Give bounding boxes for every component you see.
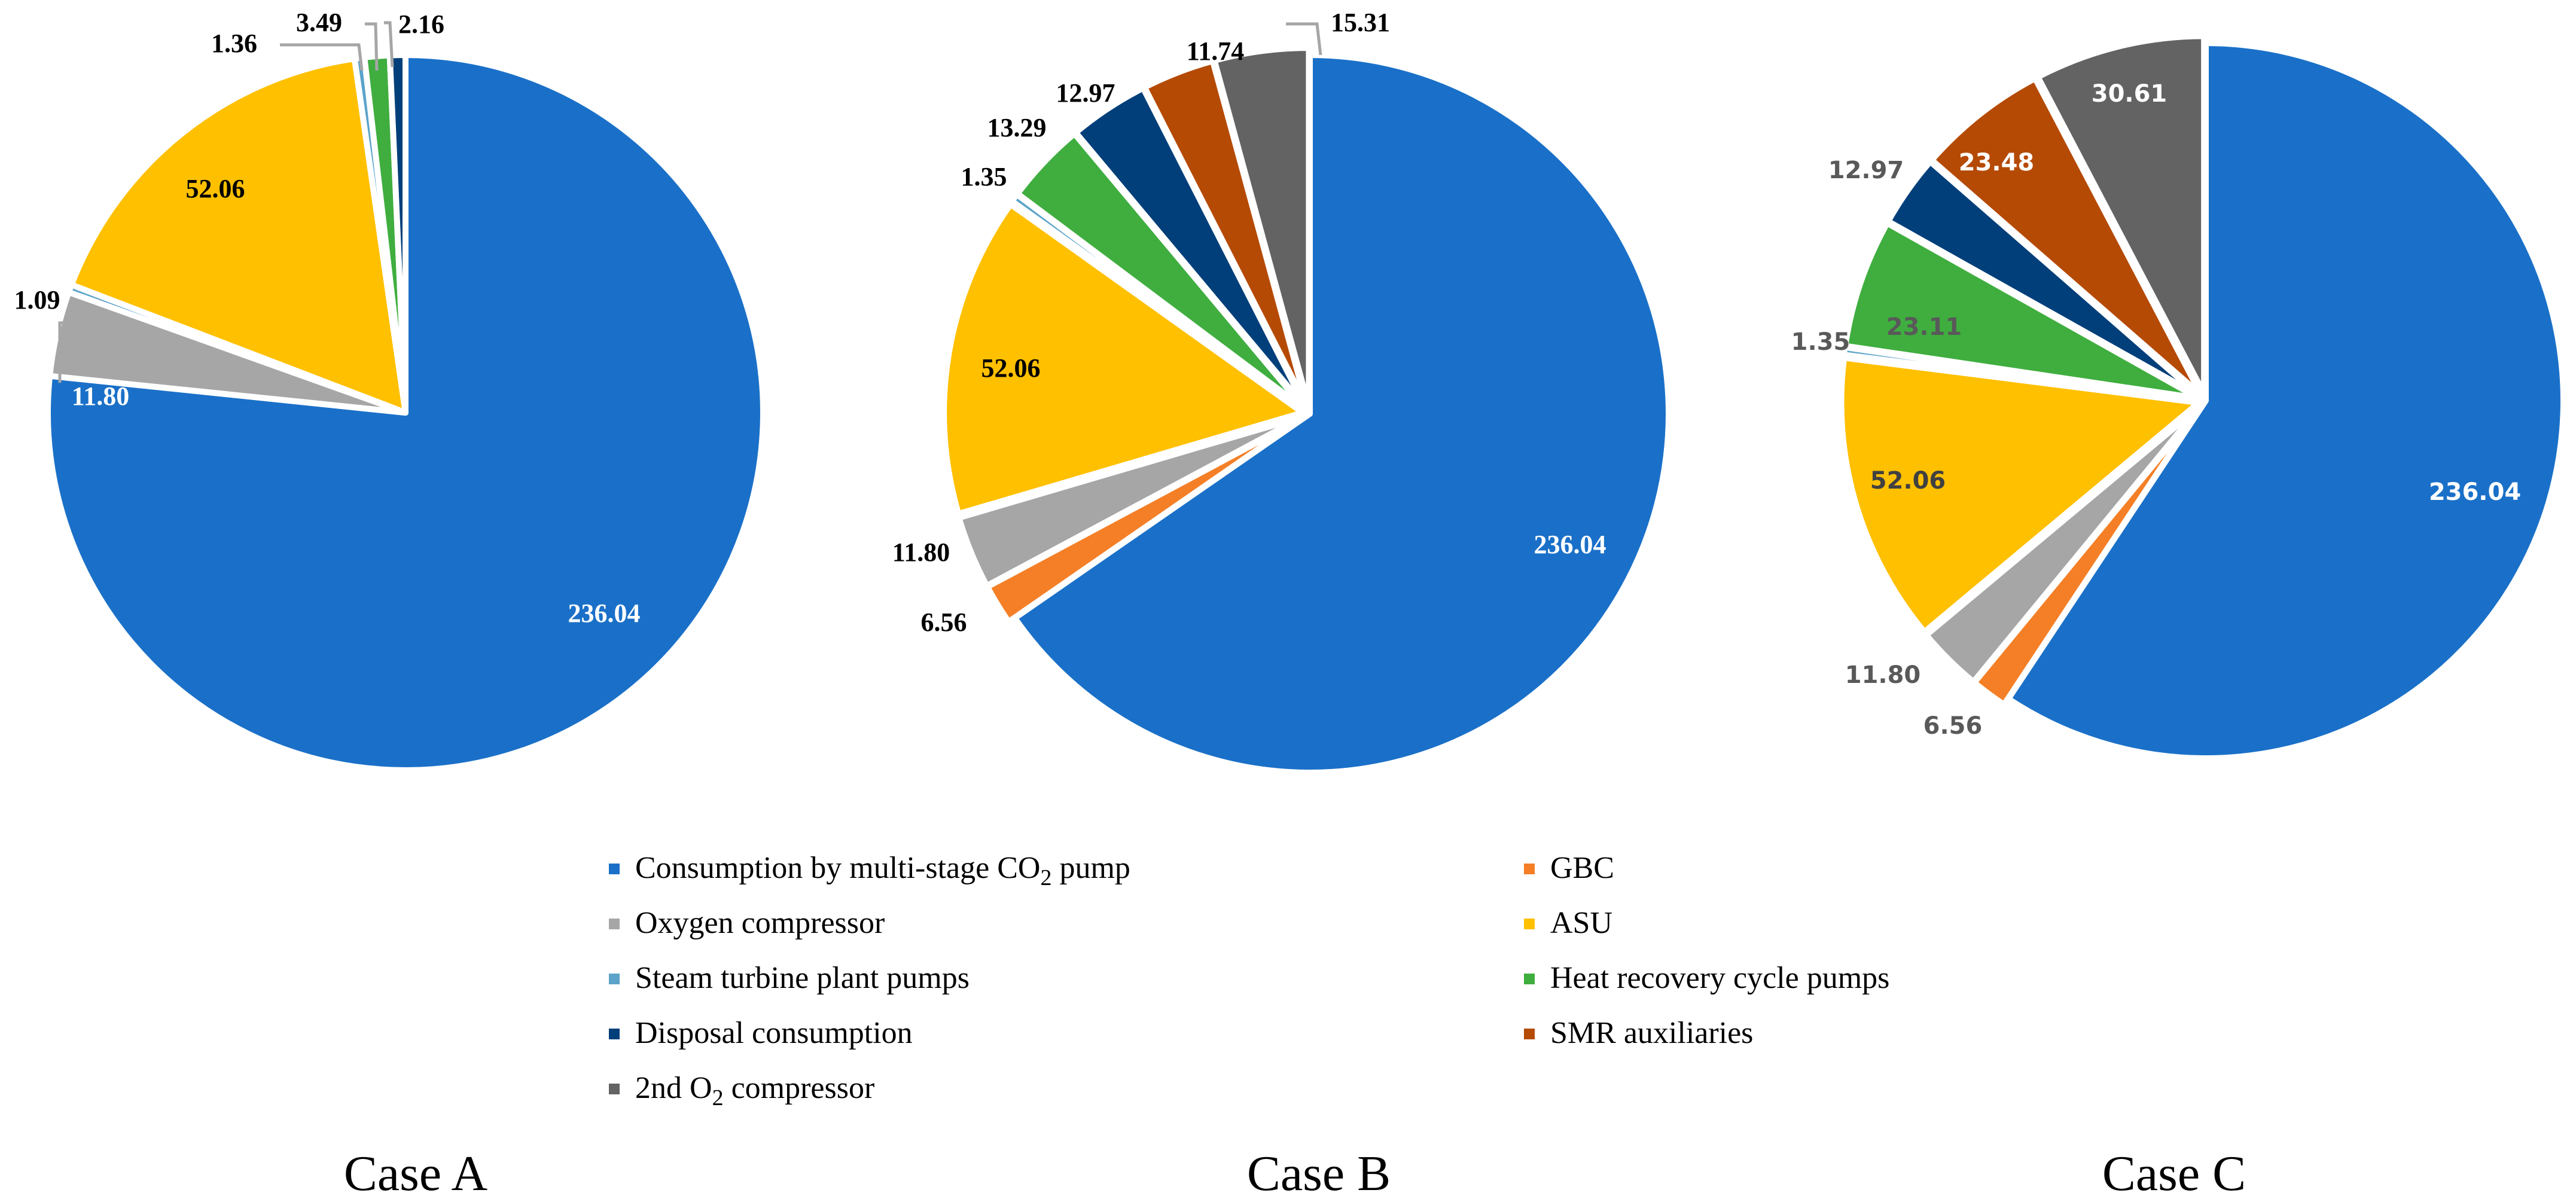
case-a-title: Case A — [344, 1146, 488, 1201]
legend-swatch — [1524, 974, 1535, 984]
pie-slice-asu — [68, 56, 408, 416]
data-label: 11.74 — [1187, 36, 1245, 66]
legend-swatch — [1524, 864, 1535, 874]
leader-line — [58, 321, 65, 383]
pie-slice-consumption-by-multi-stage-co2-pump — [45, 52, 766, 773]
data-label: 11.80 — [72, 382, 130, 411]
data-label: 6.56 — [1923, 712, 1983, 740]
legend-swatch — [1524, 1029, 1535, 1039]
leader-line — [365, 22, 379, 71]
legend-label: Steam turbine plant pumps — [635, 961, 970, 995]
data-label: 11.80 — [892, 538, 950, 567]
data-label: 15.31 — [1331, 8, 1390, 37]
legend-label: Disposal consumption — [635, 1016, 913, 1050]
data-label: 52.06 — [1870, 467, 1946, 495]
data-label: 52.06 — [981, 353, 1041, 383]
data-label: 1.35 — [961, 162, 1007, 191]
pie-chart-case-b: 236.04 6.56 11.80 52.06 1.35 13.29 12.97 11.74 1… — [892, 8, 1672, 1201]
legend-swatch — [609, 1029, 620, 1039]
legend-label: Heat recovery cycle pumps — [1550, 961, 1889, 995]
legend-label: Consumption by multi-stage CO2 pump — [635, 851, 1130, 890]
data-label: 236.04 — [568, 599, 641, 628]
pie-slice-heat-recovery-cycle-pumps — [1842, 220, 2202, 402]
data-label: 236.04 — [2429, 478, 2521, 506]
data-label: 30.61 — [2092, 80, 2168, 108]
data-label: 3.49 — [296, 8, 342, 37]
data-label: 23.48 — [1959, 149, 2035, 176]
pie-slice-oxygen-compressor — [1923, 402, 2204, 685]
pie-slice-consumption-by-multi-stage-co2-pump — [1011, 52, 1672, 776]
legend-label: GBC — [1550, 851, 1614, 885]
data-label: 23.11 — [1886, 313, 1962, 341]
pie-chart-case-a: 236.04 11.80 1.09 52.06 1.36 3.49 2.16 Case A — [14, 8, 766, 1201]
data-label: 11.80 — [1845, 661, 1921, 689]
legend: Consumption by multi-stage CO2 pump GBC Ox… — [609, 851, 1889, 1111]
data-label: 12.97 — [1056, 78, 1115, 108]
data-label: 1.09 — [14, 285, 60, 315]
pie-slice-2nd-o2-compressor — [2035, 33, 2208, 397]
pie-slice-smr-auxiliaries — [1928, 75, 2205, 398]
pie-slice-2nd-o2-compressor — [1211, 45, 1312, 410]
leader-line — [384, 21, 394, 68]
legend-label: 2nd O2 compressor — [635, 1071, 874, 1111]
data-label: 6.56 — [921, 608, 967, 637]
case-b-title: Case B — [1247, 1146, 1391, 1201]
legend-swatch — [609, 1084, 620, 1094]
legend-swatch — [609, 864, 620, 874]
leader-line — [280, 43, 364, 71]
data-label: 1.36 — [211, 29, 257, 58]
data-label: 13.29 — [987, 113, 1047, 142]
data-label: 12.97 — [1828, 157, 1904, 184]
legend-label: SMR auxiliaries — [1550, 1016, 1753, 1050]
data-label: 2.16 — [398, 10, 444, 39]
case-c-title: Case C — [2102, 1146, 2246, 1201]
legend-swatch — [609, 919, 620, 929]
pie-slice-asu — [941, 201, 1306, 517]
pie-slice-consumption-by-multi-stage-co2-pump — [2005, 40, 2566, 761]
legend-swatch — [609, 974, 620, 984]
leader-line — [1286, 22, 1322, 56]
pie-slice-asu — [1838, 355, 2202, 635]
legend-label: ASU — [1550, 906, 1612, 940]
legend-label: Oxygen compressor — [635, 906, 885, 940]
pie-slice-disposal-consumption — [386, 52, 408, 416]
data-label: 52.06 — [186, 174, 245, 203]
data-label: 236.04 — [1534, 530, 1606, 559]
pie-slice-oxygen-compressor — [956, 413, 1306, 589]
legend-swatch — [1524, 919, 1535, 929]
data-label: 1.35 — [1791, 328, 1851, 356]
